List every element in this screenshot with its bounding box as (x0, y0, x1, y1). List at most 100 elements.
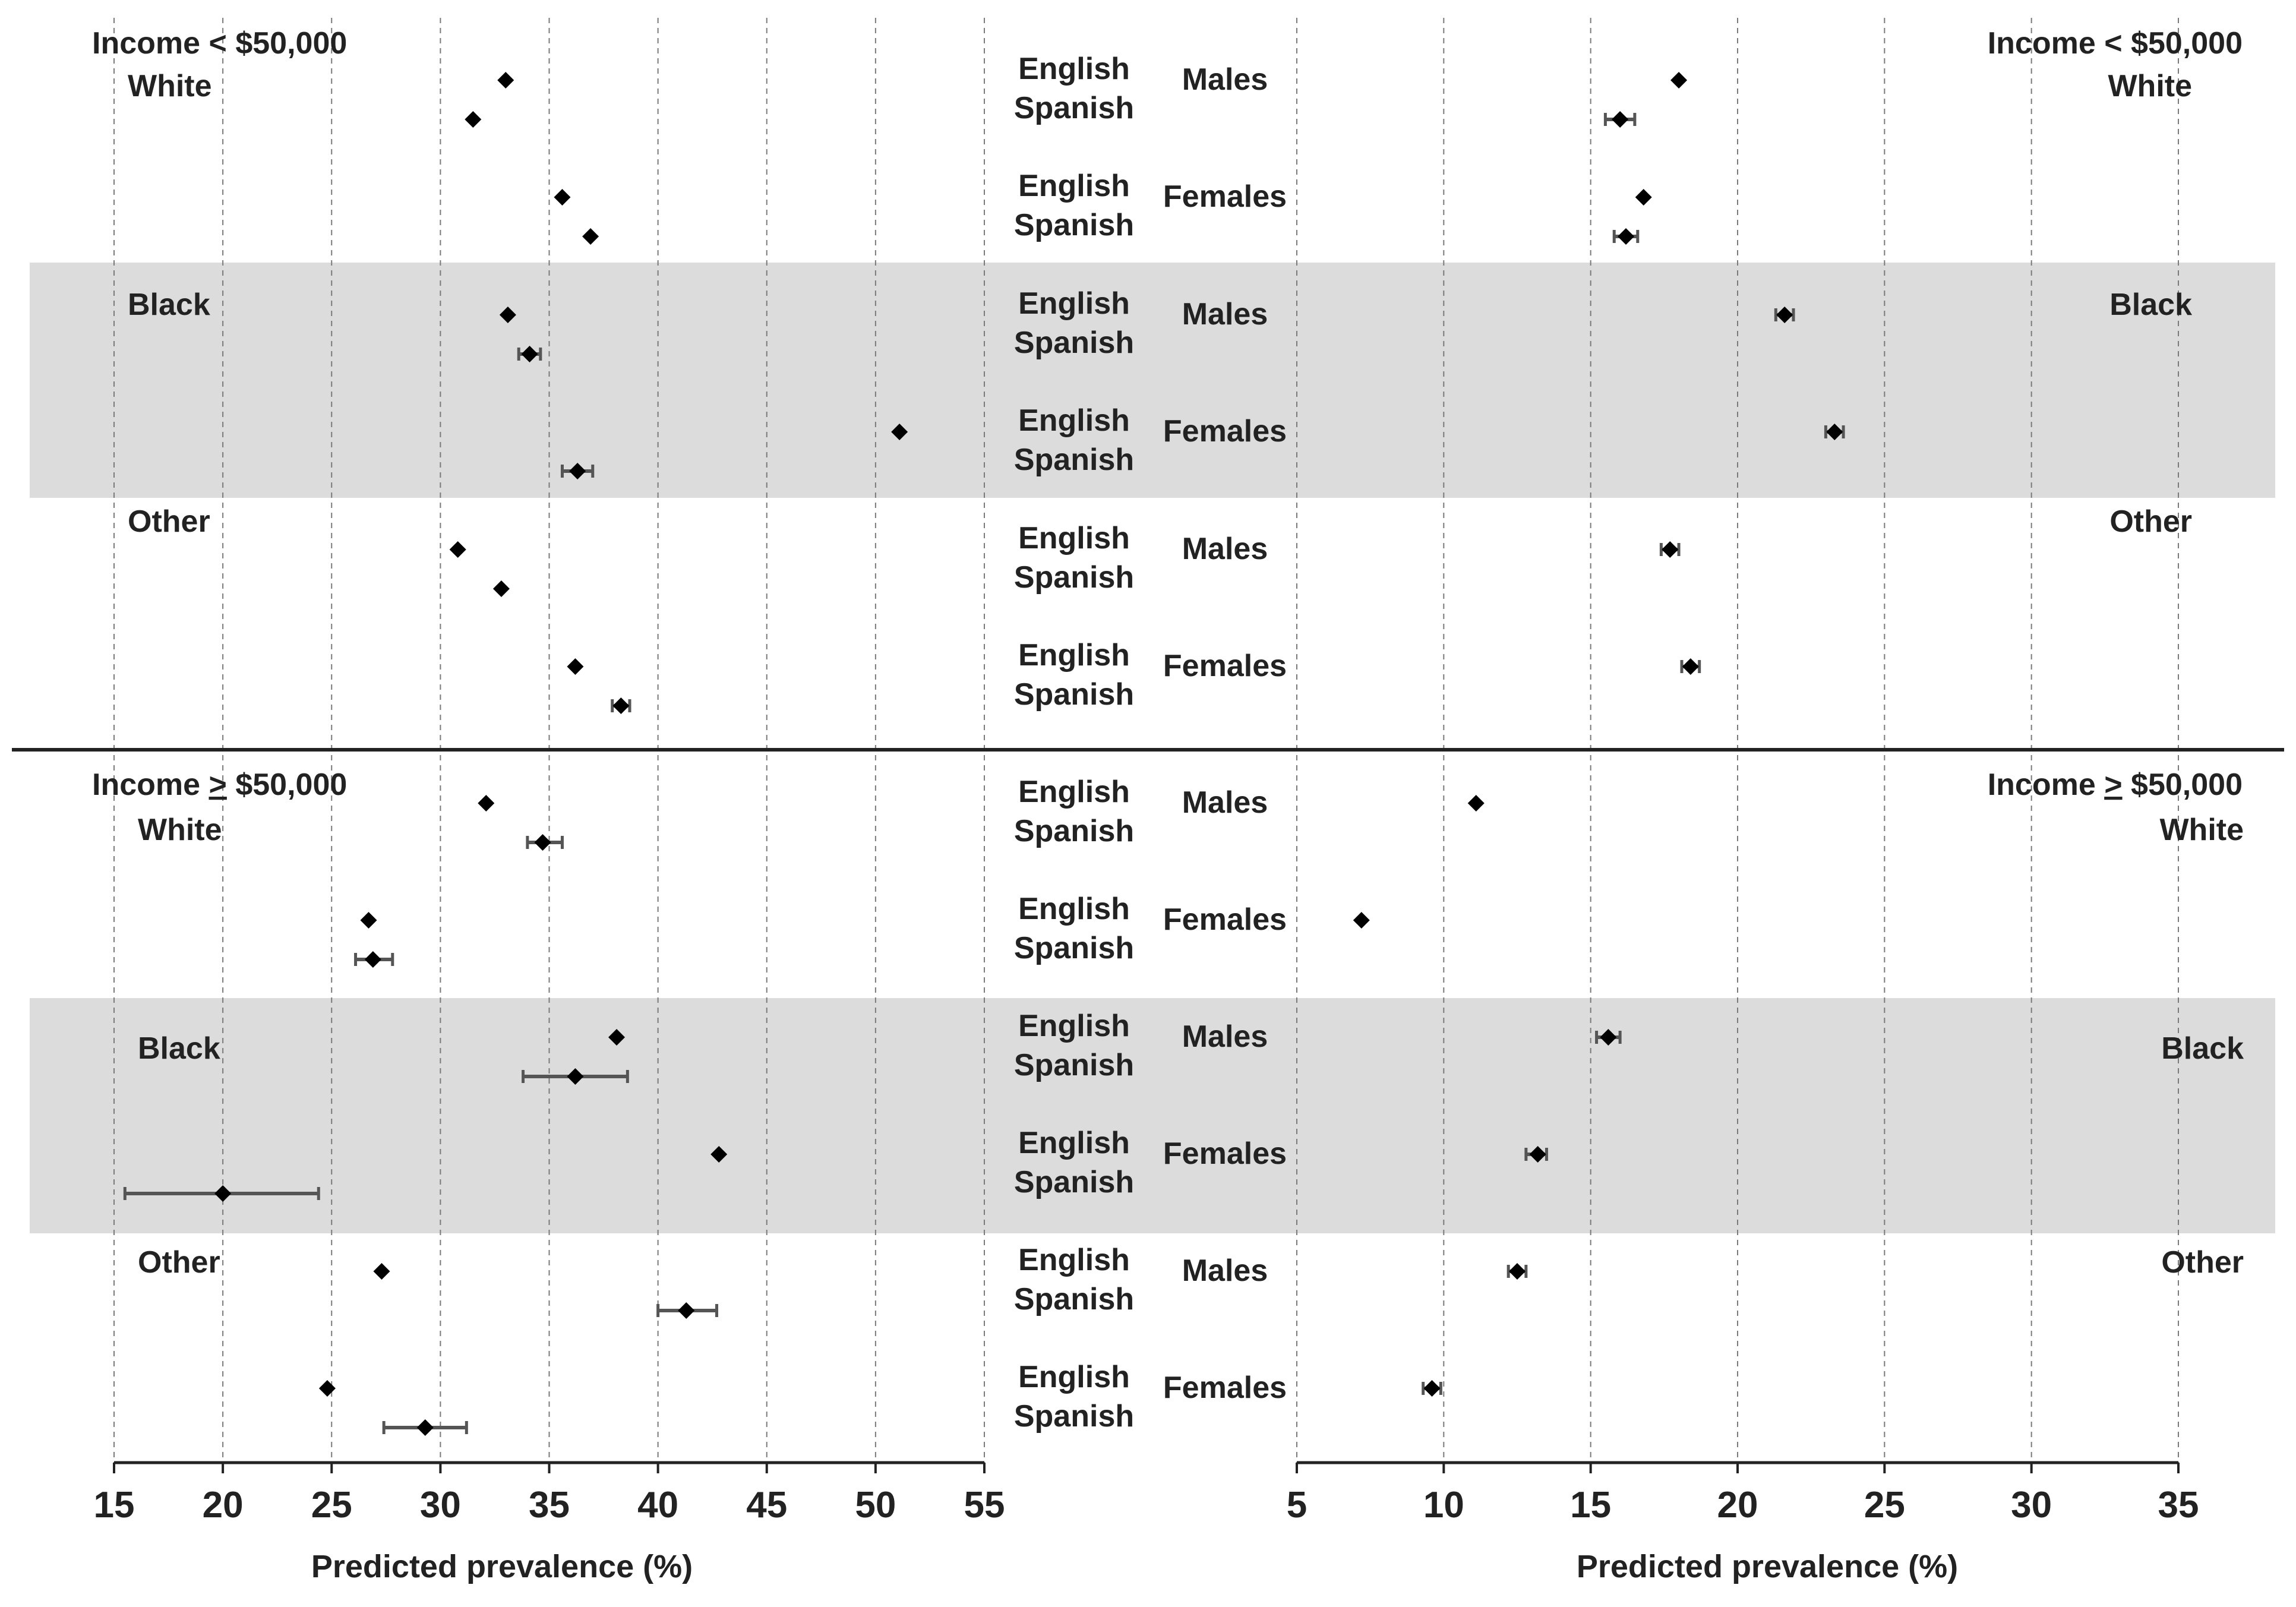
row-label-sex: Males (1182, 785, 1268, 820)
row-label-english: English (1018, 169, 1130, 203)
row-label-spanish: Spanish (1014, 1048, 1134, 1082)
row-label-sex: Males (1182, 1019, 1268, 1054)
data-marks (123, 72, 1845, 1436)
data-point-spanish (416, 1419, 434, 1436)
row-label-english: English (1018, 892, 1130, 926)
race-other-right-bottom: Other (2161, 1245, 2244, 1280)
data-point-english (1509, 1263, 1526, 1280)
left-tick-label: 15 (94, 1485, 135, 1526)
right-x-axis-title: Predicted prevalence (%) (1577, 1549, 1958, 1584)
data-point-english (449, 541, 466, 558)
row-label-spanish: Spanish (1014, 560, 1134, 595)
row-label-sex: Females (1163, 1136, 1287, 1171)
row-label-spanish: Spanish (1014, 208, 1134, 242)
high-income-prefix: Income (92, 768, 209, 802)
ge-symbol: > (209, 768, 227, 802)
left-tick-label: 30 (420, 1485, 461, 1526)
row-label-sex: Males (1182, 62, 1268, 97)
data-point-english (1529, 1146, 1546, 1163)
left-x-axis-title: Predicted prevalence (%) (311, 1549, 693, 1584)
data-point-english (1635, 189, 1652, 206)
left-tick-label: 45 (746, 1485, 787, 1526)
data-point-spanish (569, 463, 586, 479)
data-point-english (318, 1380, 336, 1397)
race-other-left-bottom: Other (138, 1245, 220, 1280)
left-tick-label: 50 (855, 1485, 896, 1526)
race-black-right-bottom: Black (2161, 1031, 2244, 1066)
row-label-spanish: Spanish (1014, 326, 1134, 360)
data-point-english (1826, 424, 1843, 440)
data-point-spanish (492, 580, 510, 597)
row-label-sex: Males (1182, 1254, 1268, 1288)
data-point-english (373, 1263, 390, 1280)
data-point-english (554, 189, 571, 206)
data-point-english (360, 912, 377, 929)
race-black-left-top: Black (128, 288, 210, 322)
data-point-english (497, 72, 514, 89)
data-point-english (1776, 307, 1793, 323)
data-point-english (478, 795, 495, 812)
race-black-right-top: Black (2109, 288, 2192, 322)
high-income-label-right: Income > $50,000 (1988, 768, 2243, 802)
data-point-english (891, 424, 908, 440)
right-panel-gridlines (1296, 18, 2179, 1463)
data-point-english (710, 1146, 728, 1163)
race-white-right-bottom: White (2159, 813, 2244, 847)
high-income-label-left: Income > $50,000 (92, 768, 347, 802)
right-tick-label: 30 (2011, 1485, 2052, 1526)
row-label-english: English (1018, 52, 1130, 86)
row-label-sex: Females (1163, 649, 1287, 683)
race-white-right-top: White (2108, 69, 2192, 103)
data-point-spanish (465, 111, 482, 128)
row-label-english: English (1018, 1243, 1130, 1277)
row-label-english: English (1018, 521, 1130, 555)
right-tick-label: 10 (1423, 1485, 1464, 1526)
band-black-low-income (30, 263, 2275, 498)
low-income-label-left: Income < $50,000 (92, 26, 347, 61)
left-tick-label: 40 (637, 1485, 678, 1526)
row-label-sex: Females (1163, 1371, 1287, 1405)
row-label-spanish: Spanish (1014, 1165, 1134, 1199)
shaded-bands (30, 263, 2275, 1233)
band-black-high-income (30, 998, 2275, 1233)
data-point-spanish (582, 228, 599, 245)
row-label-spanish: Spanish (1014, 814, 1134, 848)
data-point-english (1682, 658, 1699, 675)
data-point-english (567, 658, 584, 675)
data-point-spanish (521, 346, 538, 362)
row-label-english: English (1018, 286, 1130, 321)
left-tick-label: 25 (311, 1485, 352, 1526)
right-tick-label: 35 (2158, 1485, 2199, 1526)
data-point-english (1600, 1029, 1617, 1046)
row-label-spanish: Spanish (1014, 677, 1134, 712)
right-x-axis: 5 10 15 20 25 30 35 (1287, 1461, 2199, 1526)
data-point-spanish (567, 1068, 584, 1085)
data-point-spanish (534, 834, 551, 851)
right-tick-label: 25 (1864, 1485, 1905, 1526)
data-point-english (1670, 72, 1688, 89)
data-point-spanish (1618, 228, 1635, 245)
row-label-spanish: Spanish (1014, 931, 1134, 965)
data-point-english (608, 1029, 626, 1046)
row-label-sex: Males (1182, 297, 1268, 331)
data-point-english (1467, 795, 1485, 812)
high-income-suffix: $50,000 (227, 768, 347, 802)
row-label-spanish: Spanish (1014, 91, 1134, 125)
race-black-left-bottom: Black (138, 1031, 220, 1066)
row-label-spanish: Spanish (1014, 1282, 1134, 1316)
ge-symbol-right: > (2104, 768, 2122, 802)
row-labels: English Spanish Males English Spanish Females… (1014, 52, 1287, 1434)
section-labels: Income < $50,000 Income < $50,000 Income… (92, 26, 2244, 1280)
data-point-english (1662, 541, 1679, 558)
high-income-suffix-right: $50,000 (2123, 768, 2243, 802)
race-other-right-top: Other (2109, 504, 2192, 539)
data-point-english (499, 307, 516, 323)
race-white-left-top: White (128, 69, 212, 103)
row-label-english: English (1018, 775, 1130, 809)
row-label-english: English (1018, 1009, 1130, 1043)
data-point-spanish (678, 1302, 695, 1319)
row-label-sex: Males (1182, 532, 1268, 566)
data-point-spanish (364, 951, 381, 968)
